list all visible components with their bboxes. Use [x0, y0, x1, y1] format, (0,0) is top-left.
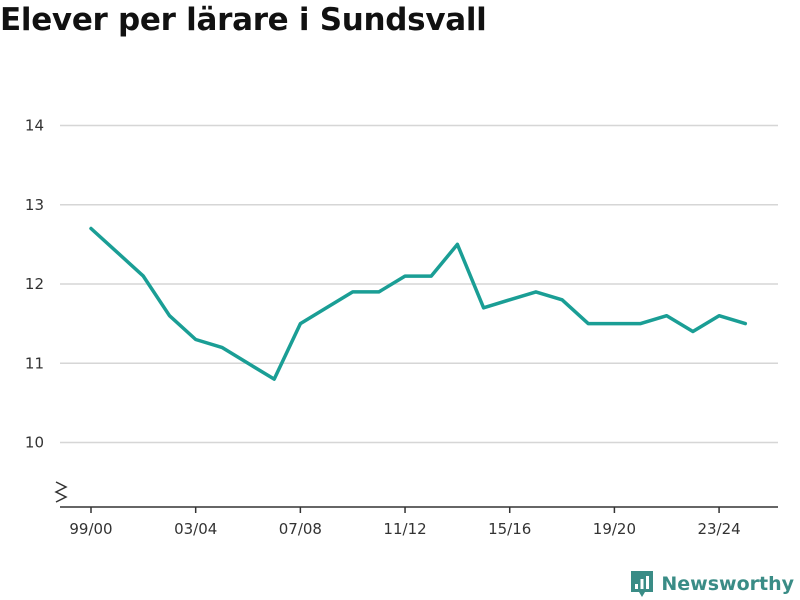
x-tick-label: 15/16	[488, 520, 531, 538]
newsworthy-logo-icon	[631, 571, 654, 597]
x-tick-label: 07/08	[279, 520, 322, 538]
grid-lines	[60, 124, 778, 444]
x-tick-label: 23/24	[697, 520, 740, 538]
chart-title: Elever per lärare i Sundsvall	[0, 2, 487, 38]
axis-break-icon	[54, 481, 68, 503]
y-tick-label: 12	[25, 275, 44, 293]
y-tick-label: 14	[25, 117, 44, 135]
y-tick-label: 13	[25, 196, 44, 214]
x-tick-label: 19/20	[593, 520, 636, 538]
x-axis-ticks	[90, 507, 720, 513]
x-tick-label: 99/00	[69, 520, 112, 538]
x-tick-label: 11/12	[383, 520, 426, 538]
brand-logo: Newsworthy	[629, 569, 794, 599]
y-tick-label: 10	[25, 434, 44, 452]
x-axis-labels: 99/00 03/04 07/08 11/12 15/16 19/20 23/24	[69, 520, 740, 538]
y-axis-labels: 10 11 12 13 14	[25, 117, 44, 452]
brand-name: Newsworthy	[661, 573, 794, 595]
y-tick-label: 11	[25, 354, 44, 372]
series-line	[89, 226, 748, 381]
x-tick-label: 03/04	[174, 520, 217, 538]
